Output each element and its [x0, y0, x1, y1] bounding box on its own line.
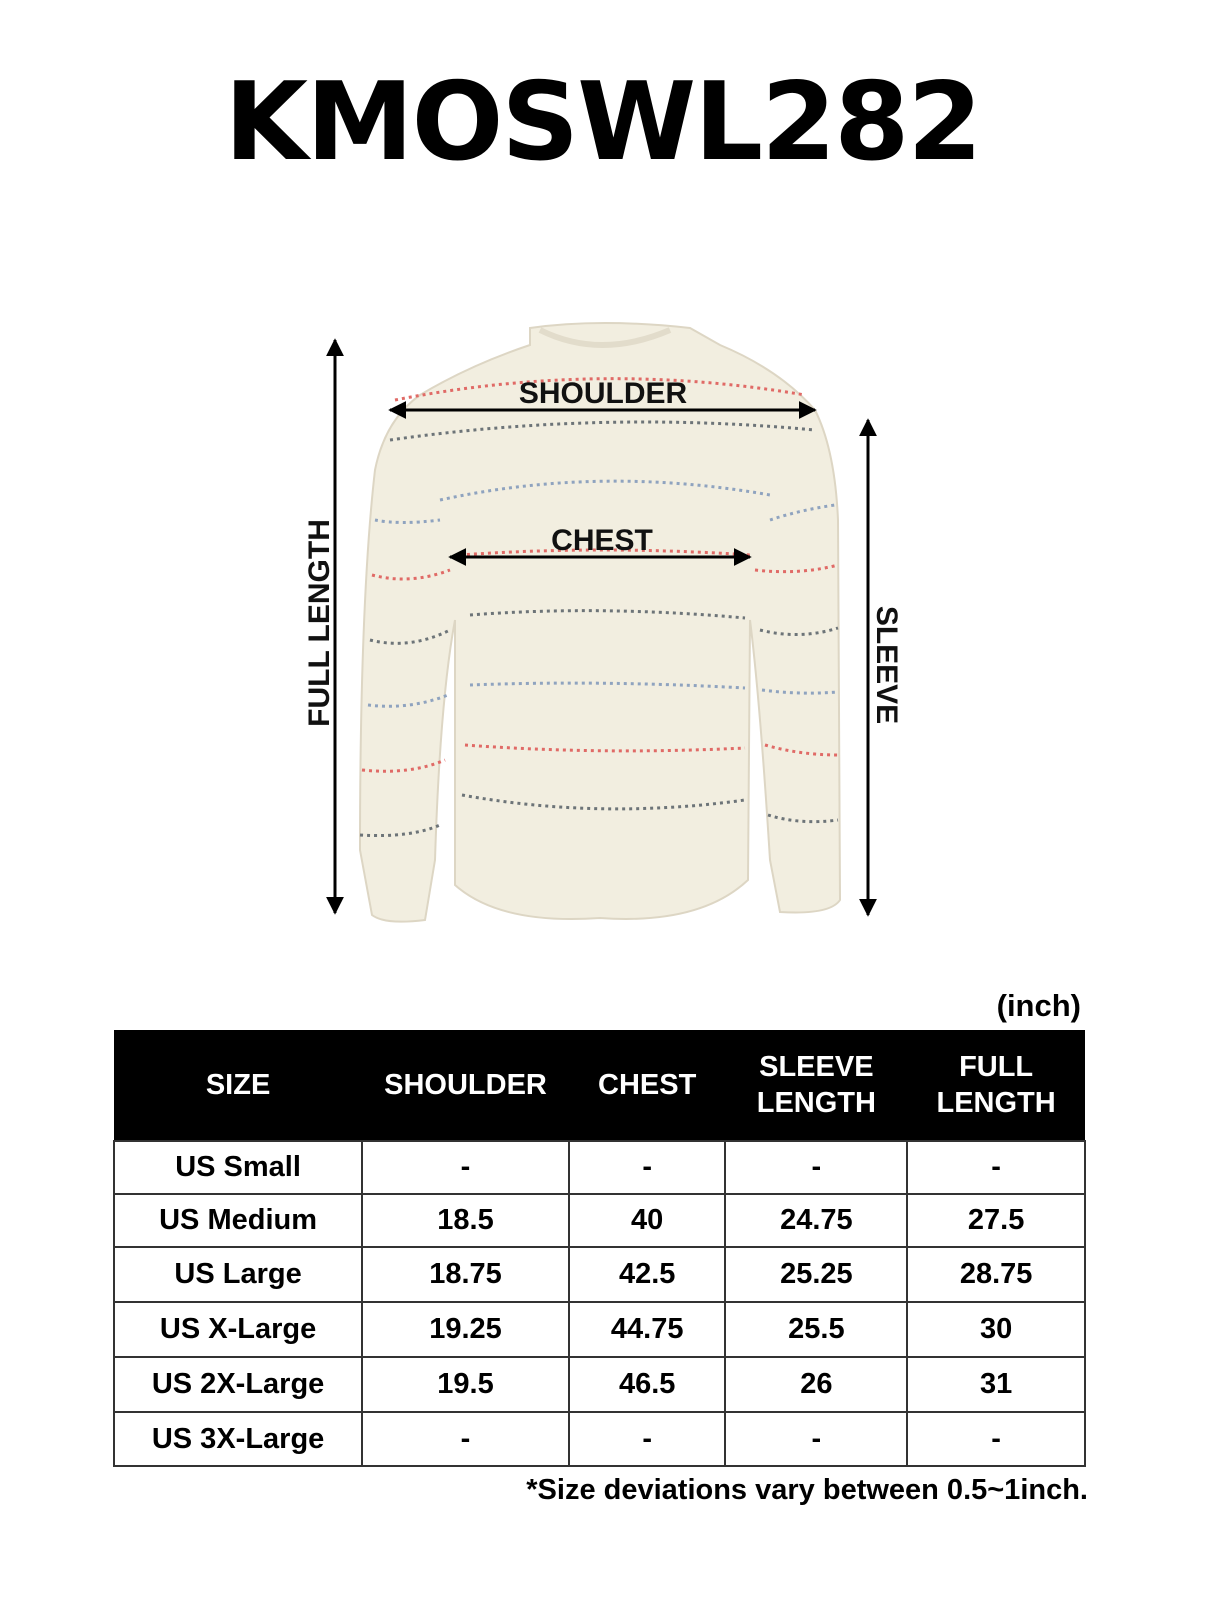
table-cell: 44.75	[567, 1301, 727, 1358]
table-row: US 2X-Large 19.5 46.5 26 31	[112, 1356, 1086, 1413]
table-cell: US 2X-Large	[112, 1356, 364, 1413]
table-row: US Medium 18.5 40 24.75 27.5	[112, 1193, 1086, 1248]
size-table: SIZE SHOULDER CHEST SLEEVE LENGTH FULL L…	[112, 1030, 1086, 1467]
header-shoulder: SHOULDER	[362, 1030, 569, 1141]
table-row: US Small - - - -	[112, 1140, 1086, 1195]
table-cell: -	[906, 1411, 1086, 1467]
table-cell: 40	[567, 1193, 727, 1248]
full-length-label: FULL LENGTH	[303, 519, 336, 727]
table-cell: -	[724, 1411, 909, 1467]
table-row: US 3X-Large - - - -	[112, 1411, 1086, 1467]
sweater-diagram: SHOULDER CHEST FULL LENGTH SLEEVE	[303, 322, 903, 923]
header-size: SIZE	[114, 1030, 363, 1141]
header-chest: CHEST	[568, 1030, 726, 1141]
table-cell: 18.75	[361, 1246, 570, 1303]
table-cell: 42.5	[567, 1246, 727, 1303]
table-cell: 26	[724, 1356, 909, 1413]
table-cell: -	[567, 1140, 727, 1195]
product-title: KMOSWL282	[224, 60, 982, 185]
sleeve-label: SLEEVE	[870, 606, 903, 724]
table-row: US Large 18.75 42.5 25.25 28.75	[112, 1246, 1086, 1303]
table-cell: US X-Large	[112, 1301, 364, 1358]
sweater-image	[358, 322, 842, 923]
header-sleeve-length: SLEEVE LENGTH	[725, 1030, 908, 1141]
table-cell: -	[361, 1411, 570, 1467]
size-note: *Size deviations vary between 0.5~1inch.	[526, 1474, 1088, 1506]
table-cell: US Large	[112, 1246, 364, 1303]
table-cell: -	[361, 1140, 570, 1195]
table-cell: 25.25	[724, 1246, 909, 1303]
header-full-length: FULL LENGTH	[907, 1030, 1085, 1141]
table-cell: US 3X-Large	[112, 1411, 364, 1467]
table-cell: US Medium	[112, 1193, 364, 1248]
table-cell: 24.75	[724, 1193, 909, 1248]
table-cell: 46.5	[567, 1356, 727, 1413]
table-cell: -	[724, 1140, 909, 1195]
shoulder-label: SHOULDER	[519, 377, 688, 410]
table-cell: 19.5	[361, 1356, 570, 1413]
table-cell: -	[567, 1411, 727, 1467]
table-cell: 31	[906, 1356, 1086, 1413]
table-cell: 25.5	[724, 1301, 909, 1358]
table-row: US X-Large 19.25 44.75 25.5 30	[112, 1301, 1086, 1358]
table-cell: US Small	[112, 1140, 364, 1195]
table-cell: 28.75	[906, 1246, 1086, 1303]
unit-label: (inch)	[996, 988, 1081, 1023]
table-cell: 19.25	[361, 1301, 570, 1358]
table-cell: 18.5	[361, 1193, 570, 1248]
table-cell: 30	[906, 1301, 1086, 1358]
chest-label: CHEST	[551, 524, 653, 557]
table-cell: 27.5	[906, 1193, 1086, 1248]
table-header: SIZE SHOULDER CHEST SLEEVE LENGTH FULL L…	[114, 1030, 1085, 1141]
table-cell: -	[906, 1140, 1086, 1195]
